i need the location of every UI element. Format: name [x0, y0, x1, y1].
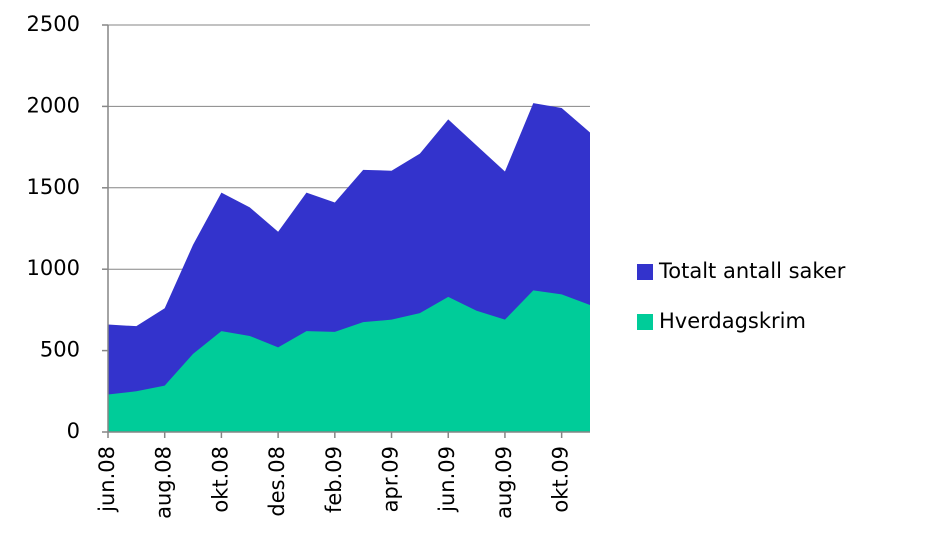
y-tick-label: 1000	[27, 256, 80, 280]
x-tick-label: aug.08	[152, 446, 176, 519]
y-tick-label: 2000	[27, 93, 80, 117]
x-tick-label: okt.08	[208, 446, 232, 513]
legend-swatch	[637, 314, 653, 330]
x-tick-label: apr.09	[379, 446, 403, 512]
x-tick-label: feb.09	[322, 446, 346, 513]
y-tick-label: 2500	[27, 12, 80, 36]
x-tick-label: jun.09	[435, 446, 459, 513]
x-tick-label: jun.08	[95, 446, 119, 513]
x-tick-label: des.08	[265, 446, 289, 517]
area	[108, 290, 590, 432]
legend-swatch	[637, 264, 653, 280]
legend-label: Totalt antall saker	[658, 259, 846, 283]
y-tick-label: 500	[40, 338, 80, 362]
y-tick-label: 0	[67, 419, 80, 443]
x-tick-label: okt.09	[549, 446, 573, 513]
x-tick-label: aug.09	[492, 446, 516, 519]
legend-label: Hverdagskrim	[659, 309, 806, 333]
y-tick-label: 1500	[27, 175, 80, 199]
